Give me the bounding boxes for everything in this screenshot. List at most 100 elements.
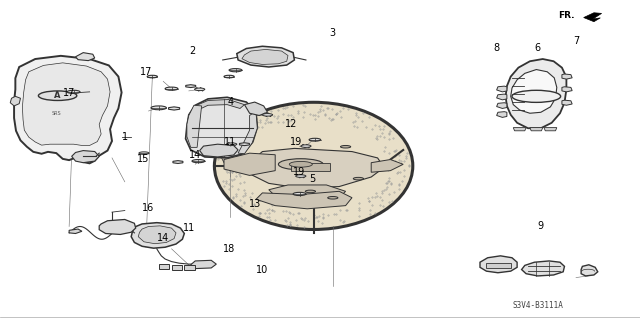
Polygon shape — [544, 128, 557, 131]
Polygon shape — [99, 219, 136, 234]
Text: 1: 1 — [122, 132, 128, 142]
Text: 6: 6 — [534, 43, 541, 53]
Text: 10: 10 — [256, 264, 269, 275]
Polygon shape — [497, 86, 507, 92]
Polygon shape — [186, 85, 196, 87]
Text: 17: 17 — [63, 87, 76, 98]
Polygon shape — [184, 265, 195, 270]
Ellipse shape — [227, 143, 237, 145]
Polygon shape — [530, 128, 543, 131]
Text: 12: 12 — [285, 119, 298, 130]
Ellipse shape — [293, 192, 306, 196]
Polygon shape — [562, 74, 572, 79]
Polygon shape — [513, 128, 526, 131]
Polygon shape — [291, 164, 330, 171]
Polygon shape — [72, 151, 99, 163]
Text: SRS: SRS — [51, 111, 61, 116]
Polygon shape — [522, 261, 564, 276]
Polygon shape — [172, 265, 182, 270]
Text: 18: 18 — [223, 244, 236, 255]
Text: 11: 11 — [224, 137, 237, 147]
Polygon shape — [497, 103, 507, 108]
Ellipse shape — [278, 159, 323, 170]
Polygon shape — [562, 100, 572, 105]
Polygon shape — [173, 161, 183, 163]
Text: A: A — [54, 91, 61, 100]
Text: 17: 17 — [140, 67, 152, 77]
Ellipse shape — [328, 197, 338, 199]
Polygon shape — [200, 144, 238, 157]
Polygon shape — [497, 94, 507, 100]
Text: 9: 9 — [538, 221, 544, 232]
Ellipse shape — [309, 138, 321, 141]
Ellipse shape — [214, 102, 413, 229]
Polygon shape — [584, 13, 602, 22]
Ellipse shape — [229, 69, 242, 72]
Polygon shape — [22, 63, 110, 145]
Polygon shape — [371, 160, 403, 172]
Text: 19: 19 — [293, 167, 306, 177]
Text: 7: 7 — [573, 36, 579, 47]
Text: 5: 5 — [309, 174, 316, 184]
Polygon shape — [224, 153, 275, 175]
Polygon shape — [159, 264, 169, 269]
Polygon shape — [69, 229, 82, 234]
Ellipse shape — [147, 75, 157, 78]
Polygon shape — [195, 100, 244, 110]
Ellipse shape — [151, 106, 166, 110]
Polygon shape — [10, 96, 20, 106]
Text: 4: 4 — [227, 97, 234, 107]
Polygon shape — [269, 185, 346, 201]
Ellipse shape — [289, 161, 312, 167]
Text: 15: 15 — [137, 154, 150, 165]
Text: 11: 11 — [182, 223, 195, 233]
Polygon shape — [244, 102, 268, 115]
Polygon shape — [138, 226, 176, 244]
Polygon shape — [237, 46, 294, 67]
Ellipse shape — [305, 190, 316, 193]
Polygon shape — [221, 147, 240, 163]
Text: 16: 16 — [142, 203, 155, 213]
Polygon shape — [76, 53, 95, 61]
Polygon shape — [581, 265, 598, 276]
Ellipse shape — [195, 88, 205, 91]
Polygon shape — [486, 263, 511, 268]
Polygon shape — [242, 49, 288, 64]
Polygon shape — [186, 97, 257, 158]
Polygon shape — [187, 105, 202, 147]
Ellipse shape — [353, 177, 364, 180]
Ellipse shape — [340, 145, 351, 148]
Polygon shape — [191, 260, 216, 269]
Polygon shape — [250, 148, 384, 188]
Text: 2: 2 — [189, 46, 195, 56]
Ellipse shape — [301, 145, 311, 147]
Ellipse shape — [262, 114, 273, 116]
Text: 14: 14 — [189, 150, 202, 160]
Text: 3: 3 — [330, 28, 336, 39]
Polygon shape — [256, 191, 352, 209]
Polygon shape — [562, 87, 572, 92]
Text: 13: 13 — [248, 199, 261, 209]
Text: FR.: FR. — [558, 11, 575, 20]
Ellipse shape — [165, 87, 178, 90]
Polygon shape — [511, 70, 557, 113]
Ellipse shape — [67, 90, 80, 93]
Polygon shape — [497, 112, 507, 117]
Polygon shape — [238, 112, 257, 154]
Ellipse shape — [296, 175, 306, 177]
Polygon shape — [168, 107, 180, 110]
Text: S3V4-B3111A: S3V4-B3111A — [512, 301, 563, 310]
Ellipse shape — [224, 75, 234, 78]
Polygon shape — [131, 223, 184, 248]
Ellipse shape — [38, 91, 77, 100]
Polygon shape — [480, 256, 517, 273]
Text: 8: 8 — [493, 43, 499, 54]
Text: 14: 14 — [157, 233, 170, 243]
Polygon shape — [14, 56, 122, 163]
Text: 19: 19 — [289, 137, 302, 147]
Ellipse shape — [512, 90, 561, 102]
Polygon shape — [239, 143, 250, 145]
Ellipse shape — [192, 160, 205, 163]
Polygon shape — [506, 59, 566, 128]
Ellipse shape — [139, 152, 149, 154]
